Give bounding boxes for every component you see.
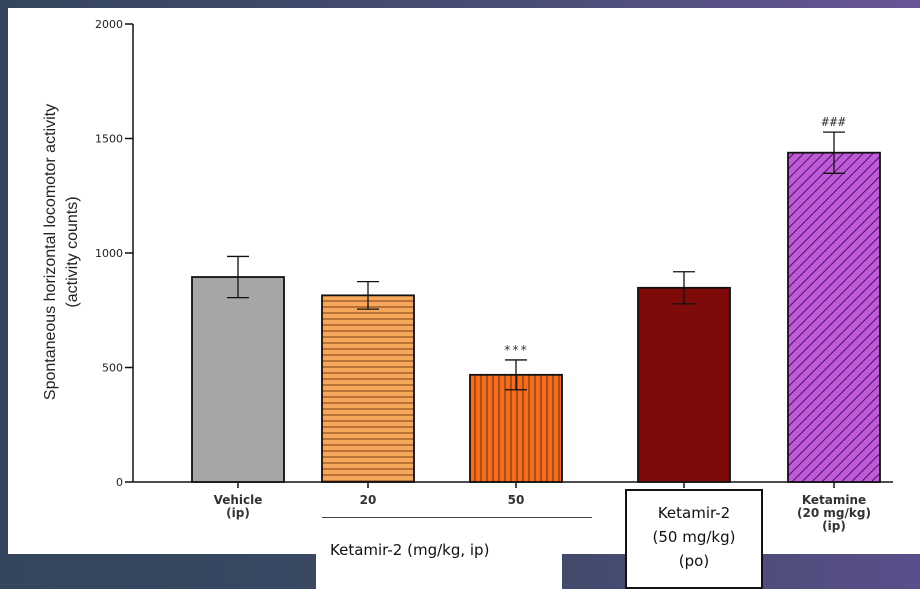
significance-annotation: ### [822, 115, 847, 129]
x-tick-label: (ip) [226, 506, 250, 520]
ketamir-po-label-line: (po) [678, 552, 710, 570]
y-tick-label: 500 [102, 362, 123, 375]
y-axis-label-line: Spontaneous horizontal locomotor activit… [42, 103, 59, 401]
slide-top-bar [0, 0, 920, 8]
group-underline [322, 517, 592, 518]
ketamir-po-label-line: (50 mg/kg) [652, 528, 736, 546]
bar [191, 276, 285, 483]
bar [469, 373, 563, 483]
plot-panel: 0 500 1000 1500 2000 Vehicle (ip) 20 *** 50 ### Ke… [8, 8, 920, 554]
x-tick-label: (20 mg/kg) [797, 506, 871, 520]
y-axis-label-line: (activity counts) [64, 196, 81, 308]
ketamir-ip-group-label-box: Ketamir-2 (mg/kg, ip) [316, 525, 562, 589]
x-tick-label: Ketamine [802, 493, 866, 507]
x-tick-label: Vehicle [214, 493, 263, 507]
x-tick-label: 20 [360, 493, 377, 507]
ketamir-po-label-line: Ketamir-2 [657, 504, 731, 522]
ketamir-ip-group-label: Ketamir-2 (mg/kg, ip) [330, 541, 490, 559]
y-axis-label: Spontaneous horizontal locomotor activit… [40, 42, 84, 462]
y-tick-label: 2000 [95, 18, 123, 31]
bar [787, 151, 881, 483]
ketamir-po-group-label-box: Ketamir-2 (50 mg/kg) (po) [625, 489, 763, 589]
x-tick-label: 50 [508, 493, 525, 507]
y-tick-label: 0 [116, 476, 123, 489]
x-tick-label: (ip) [822, 519, 846, 533]
bar [637, 286, 731, 483]
bar [321, 294, 415, 483]
y-tick-label: 1500 [95, 133, 123, 146]
y-tick-label: 1000 [95, 247, 123, 260]
significance-annotation: *** [504, 343, 529, 357]
